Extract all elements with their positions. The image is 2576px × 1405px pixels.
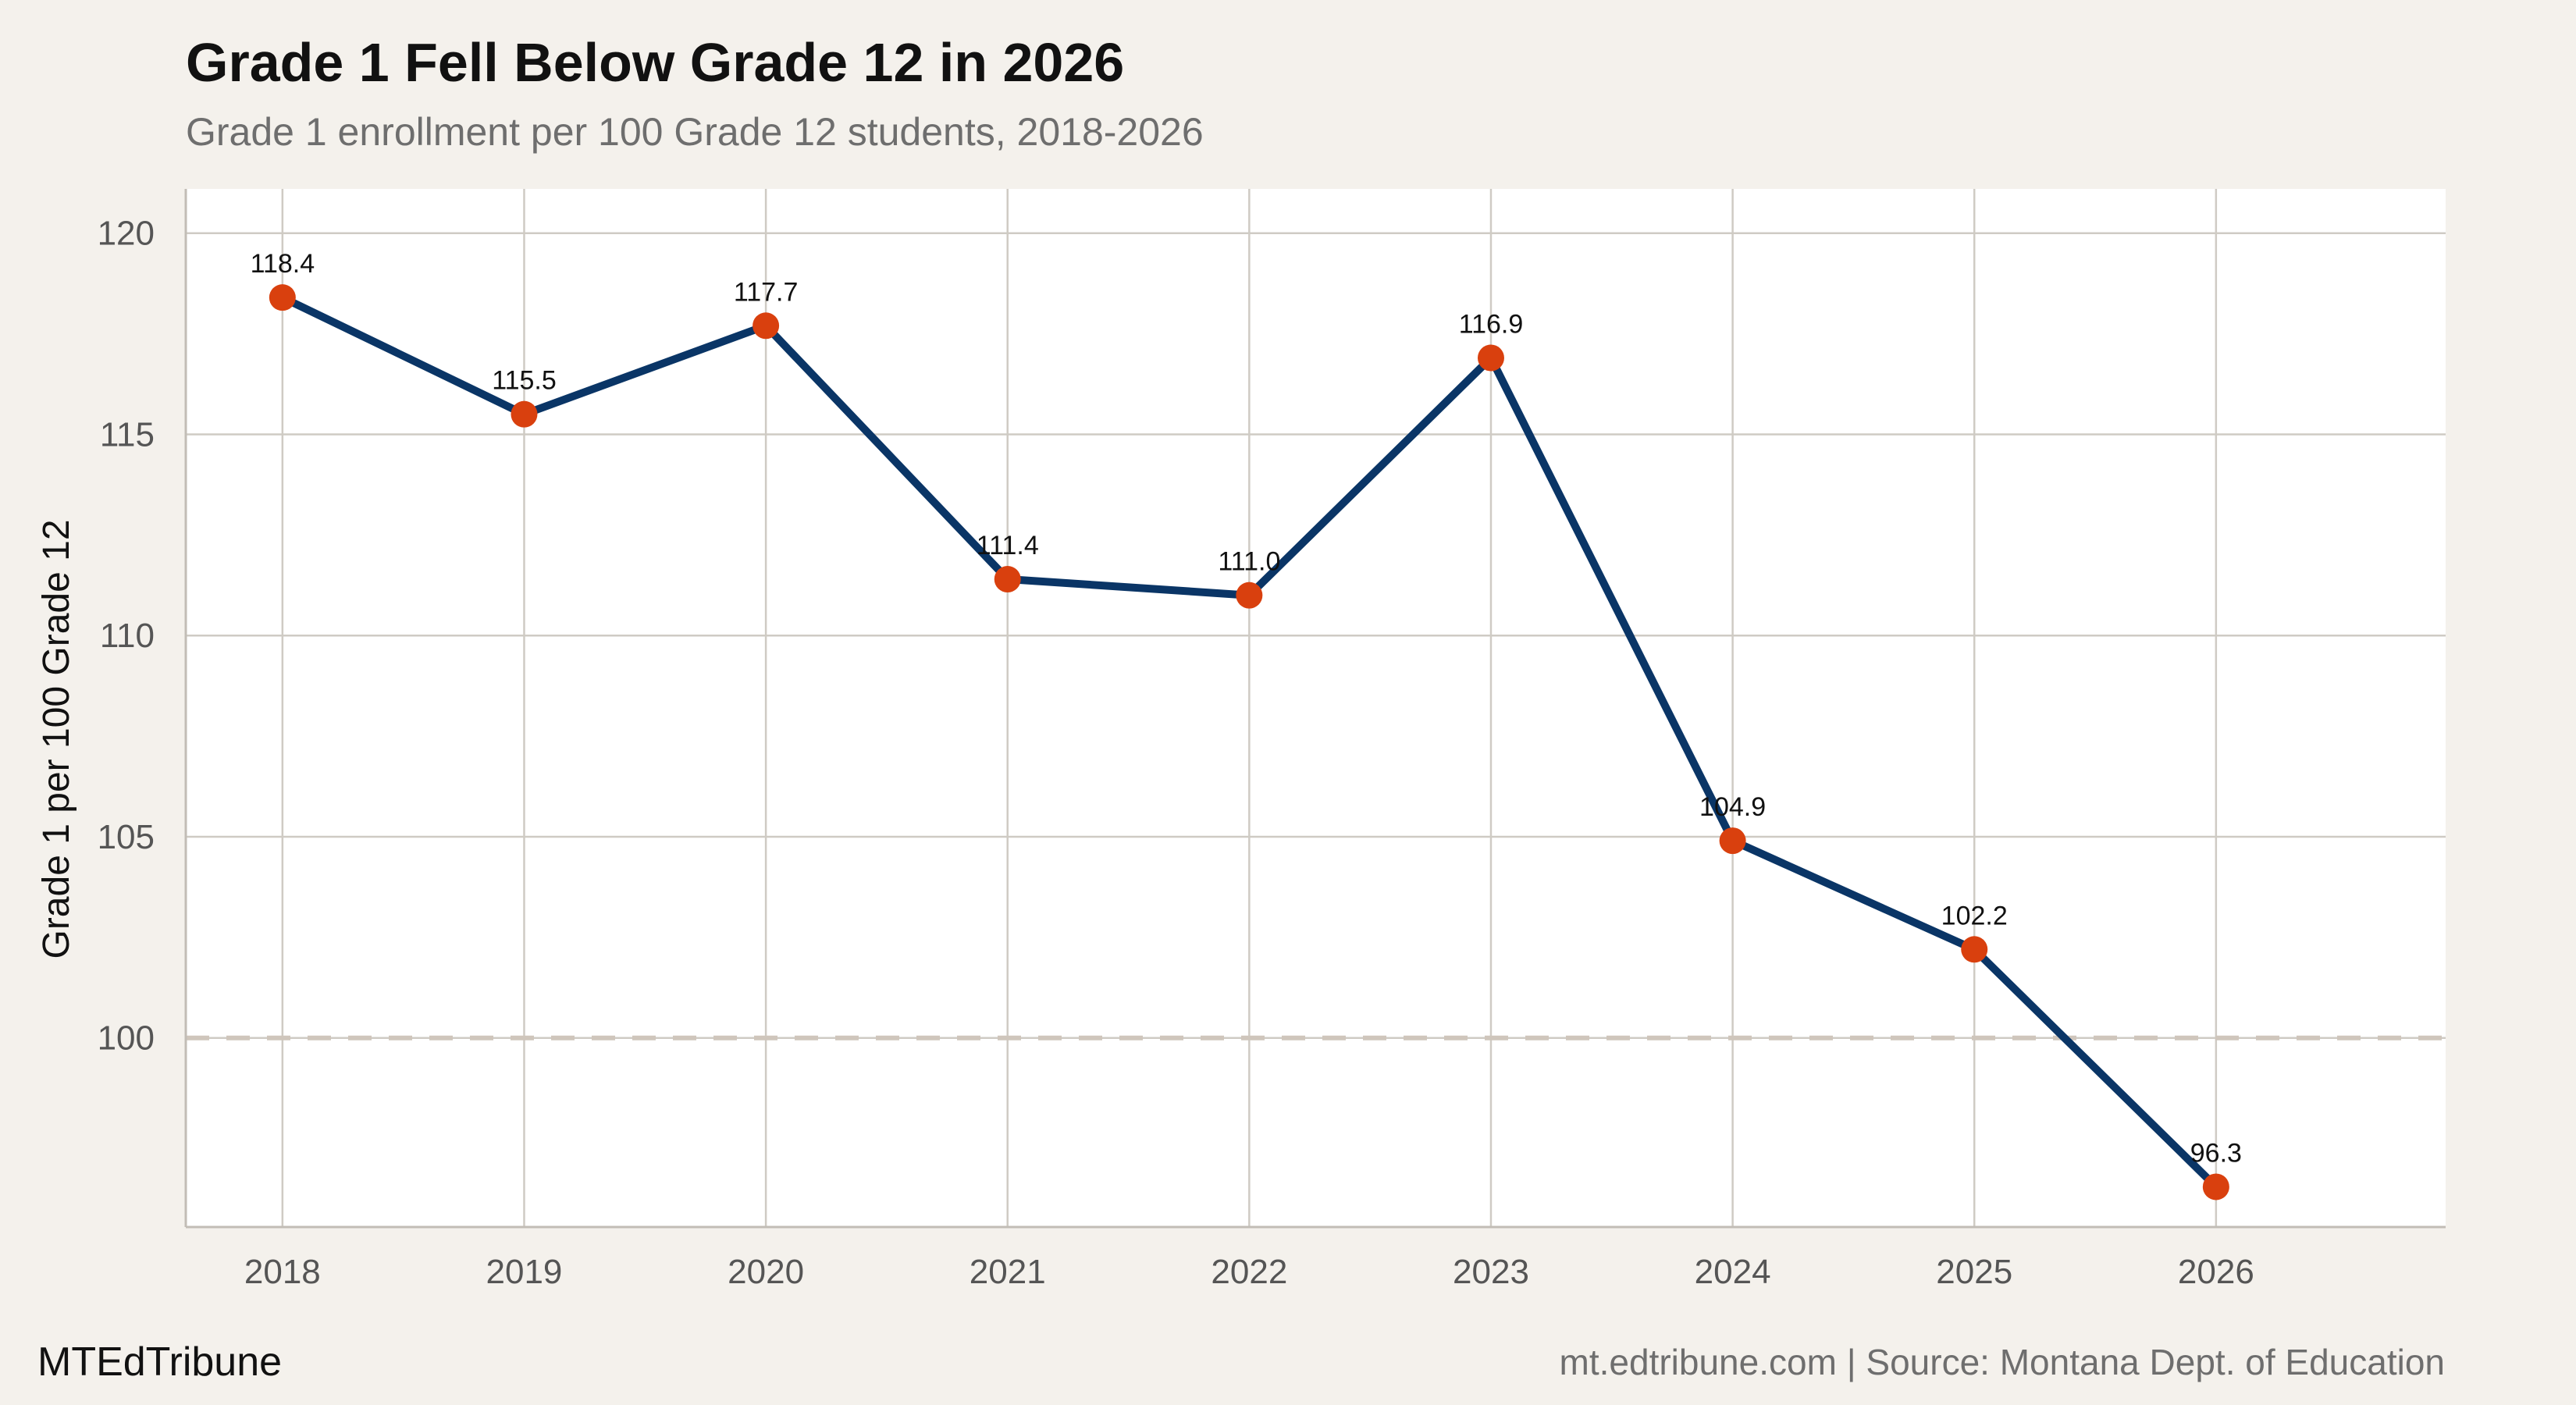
data-labels: 118.4 115.5 117.7 111.4 111.0 116.9 104.9 102.2… [251,249,2242,1168]
data-label: 115.5 [492,366,557,396]
data-point [1961,936,1988,963]
x-tick-labels: 2018 2019 2020 2021 2022 2023 2024 2025 2026 [244,1253,2254,1291]
data-point [1477,344,1504,372]
y-tick-label: 105 [98,818,155,856]
y-tick-label: 100 [98,1019,155,1058]
brand-credit: MTEdTribune [37,1339,283,1385]
source-credit: mt.edtribune.com | Source: Montana Dept.… [1559,1342,2445,1382]
y-tick-label: 120 [98,215,155,253]
x-tick-label: 2023 [1453,1253,1529,1291]
x-tick-label: 2024 [1695,1253,1771,1291]
y-axis-title: Grade 1 per 100 Grade 12 [36,519,77,959]
data-label: 117.7 [734,277,799,307]
x-tick-label: 2021 [970,1253,1046,1291]
data-point [2202,1173,2229,1200]
data-point [1719,827,1746,855]
x-tick-label: 2018 [244,1253,321,1291]
data-label: 116.9 [1459,310,1524,340]
chart-title: Grade 1 Fell Below Grade 12 in 2026 [186,32,1125,93]
chart-subtitle: Grade 1 enrollment per 100 Grade 12 stud… [186,110,1204,154]
x-gridlines [281,189,2218,1227]
data-label: 96.3 [2190,1138,2242,1168]
data-label: 111.0 [1218,547,1280,577]
data-points [269,284,2229,1200]
data-label: 104.9 [1699,792,1766,822]
y-tick-label: 115 [100,415,155,454]
data-point [1236,582,1263,609]
x-tick-label: 2020 [728,1253,804,1291]
data-label: 111.4 [977,531,1039,560]
data-label: 118.4 [251,249,315,279]
y-tick-label: 110 [100,617,155,655]
plot-background [186,189,2446,1227]
data-label: 102.2 [1941,901,2008,930]
data-point [511,400,538,428]
y-tick-labels: 100 105 110 115 120 [98,215,155,1058]
data-point [753,312,780,340]
x-tick-label: 2022 [1211,1253,1287,1291]
data-point [994,566,1021,593]
x-tick-label: 2025 [1936,1253,2012,1291]
x-tick-label: 2019 [486,1253,563,1291]
data-point [269,284,296,311]
x-tick-label: 2026 [2178,1253,2254,1291]
